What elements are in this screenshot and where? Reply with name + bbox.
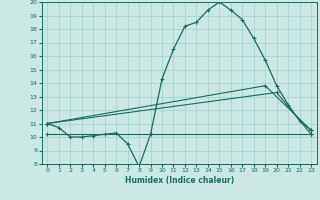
- X-axis label: Humidex (Indice chaleur): Humidex (Indice chaleur): [124, 176, 234, 185]
